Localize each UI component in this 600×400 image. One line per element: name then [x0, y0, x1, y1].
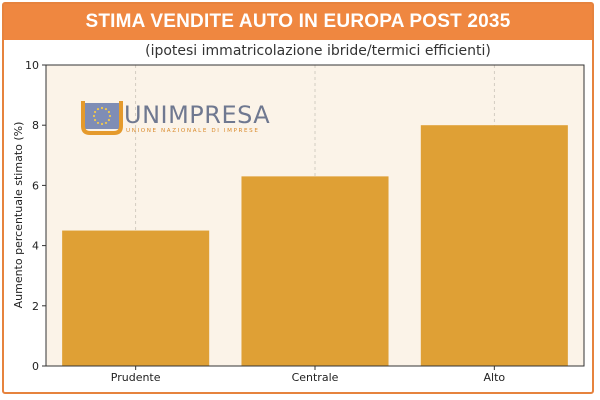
bar-centrale	[241, 176, 389, 366]
flag-star	[104, 121, 108, 125]
x-tick-label: Centrale	[292, 371, 339, 384]
chart-title: STIMA VENDITE AUTO IN EUROPA POST 2035	[85, 11, 511, 32]
bar-prudente	[62, 230, 210, 366]
flag-star	[96, 121, 100, 125]
chart-subtitle: (ipotesi immatricolazione ibride/termici…	[145, 43, 491, 59]
x-tick-label: Alto	[484, 371, 506, 384]
x-tick-label: Prudente	[111, 371, 161, 384]
flag-star	[96, 107, 100, 111]
flag-star	[104, 107, 108, 111]
flag-star	[93, 118, 97, 122]
bar-alto	[420, 125, 568, 366]
x-axis-ticks: Prudente Centrale Alto	[111, 371, 506, 384]
logo-wordmark: UNIMPRESA	[124, 101, 270, 129]
y-tick-label: 6	[32, 179, 39, 192]
y-tick-label: 0	[32, 360, 39, 373]
unimpresa-logo: UNIMPRESA UNIONE NAZIONALE DI IMPRESE	[81, 101, 270, 135]
y-tick-label: 8	[32, 119, 39, 132]
logo-tagline: UNIONE NAZIONALE DI IMPRESE	[126, 128, 259, 134]
plot-border	[45, 64, 585, 367]
title-banner: STIMA VENDITE AUTO IN EUROPA POST 2035	[4, 4, 592, 40]
flag-stars	[92, 106, 112, 126]
flag-star	[107, 118, 111, 122]
axes	[42, 64, 585, 370]
y-tick-label: 4	[32, 240, 39, 253]
flag-star	[108, 114, 112, 118]
flag-star	[100, 106, 104, 110]
flag-star	[107, 110, 111, 114]
y-axis-ticks: 0 2 4 6 8 10	[25, 59, 39, 373]
y-tick-label: 2	[32, 300, 39, 313]
flag-star	[100, 122, 104, 126]
flag-star	[92, 114, 96, 118]
flag-star	[93, 110, 97, 114]
y-tick-label: 10	[25, 59, 39, 72]
bars	[62, 125, 568, 366]
y-axis-label: Aumento percentuale stimato (%)	[12, 122, 25, 309]
eu-flag-icon	[81, 101, 123, 135]
